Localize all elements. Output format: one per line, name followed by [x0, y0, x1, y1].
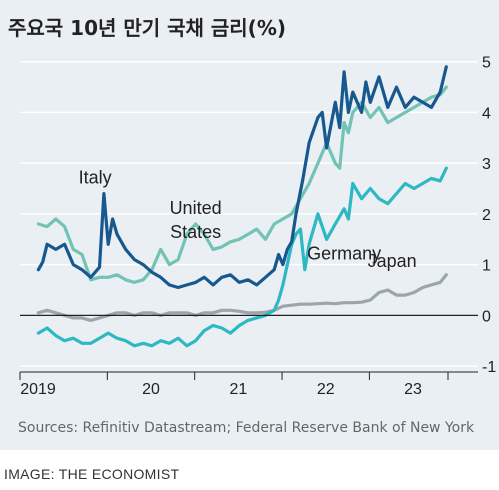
x-tick-label: 20 [142, 381, 160, 398]
x-tick-label: 21 [229, 381, 247, 398]
y-tick-label: 3 [482, 156, 491, 173]
y-tick-label: 2 [482, 207, 491, 224]
source-note: Sources: Refinitiv Datastream; Federal R… [18, 420, 475, 436]
series-label-italy: Italy [79, 167, 112, 187]
y-tick-label: 5 [482, 55, 491, 72]
series-line-italy [36, 65, 448, 290]
y-tick-label: 1 [482, 258, 491, 275]
series-label-japan: Japan [368, 251, 417, 271]
x-tick-label: 22 [317, 381, 335, 398]
image-credit: IMAGE: THE ECONOMIST [4, 466, 180, 482]
x-tick-label: 23 [404, 381, 422, 398]
chart-title: 주요국 10년 만기 국채 금리(%) [8, 16, 287, 40]
y-tick-label: -1 [482, 359, 496, 376]
series-label-united-states: United States [170, 198, 222, 242]
y-tick-label: 0 [482, 308, 491, 325]
series-label-germany: Germany [307, 244, 381, 264]
y-tick-label: 4 [482, 105, 491, 122]
series-line-united-states [36, 85, 448, 284]
series-lines [36, 65, 448, 348]
grid-lines [20, 60, 478, 367]
x-tick-label: 2019 [20, 381, 56, 398]
chart-panel: 주요국 10년 만기 국채 금리(%) 5 4 3 2 1 0 -1 2019 20 21 22 23… [0, 0, 499, 450]
